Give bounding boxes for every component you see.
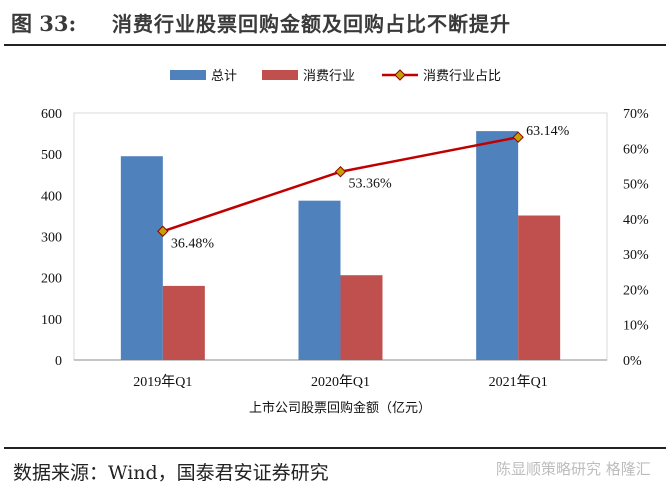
bar-total — [298, 200, 341, 360]
ratio-data-label: 63.14% — [526, 124, 570, 139]
bar-consumer — [340, 275, 383, 360]
y-axis-left: 0 100 200 300 400 500 600 — [41, 107, 62, 369]
y2-tick-label: 0% — [623, 354, 642, 369]
legend-label: 消费行业占比 — [423, 69, 501, 84]
y2-tick-label: 60% — [623, 142, 649, 157]
legend-label: 消费行业 — [303, 69, 355, 84]
bars-group — [120, 131, 561, 360]
y-tick-label: 600 — [41, 107, 62, 122]
watermark: 陈显顺策略研究 格隆汇 — [496, 460, 651, 478]
y2-tick-label: 10% — [623, 319, 649, 334]
legend-swatch-total — [170, 70, 206, 80]
y2-tick-label: 70% — [623, 107, 649, 122]
y2-tick-label: 30% — [623, 248, 649, 263]
y-tick-label: 300 — [41, 231, 62, 246]
y-axis-right: 0% 10% 20% 30% 40% 50% 60% 70% — [623, 107, 649, 369]
y-tick-label: 100 — [41, 313, 62, 328]
x-axis-title: 上市公司股票回购金额（亿元） — [249, 400, 431, 416]
bar-consumer — [518, 215, 561, 360]
y-tick-label: 200 — [41, 272, 62, 287]
bar-total — [120, 156, 163, 360]
legend: 总计 消费行业 消费行业占比 — [170, 69, 501, 84]
x-category-label: 2020年Q1 — [311, 374, 370, 390]
x-axis-categories: 2019年Q1 2020年Q1 2021年Q1 — [133, 374, 547, 390]
ratio-data-label: 53.36% — [349, 177, 393, 192]
bar-total — [476, 131, 519, 360]
ratio-marker — [157, 225, 169, 237]
y-tick-label: 0 — [55, 354, 62, 369]
ratio-line-group: 36.48% 53.36% 63.14% — [157, 124, 570, 251]
ratio-marker — [512, 131, 524, 143]
y-tick-label: 500 — [41, 148, 62, 163]
legend-swatch-consumer — [262, 70, 298, 80]
top-rule — [4, 44, 666, 46]
x-category-label: 2021年Q1 — [489, 374, 548, 390]
y2-tick-label: 50% — [623, 178, 649, 193]
figure-header: 图 33: 消费行业股票回购金额及回购占比不断提升 — [0, 0, 670, 40]
y2-tick-label: 20% — [623, 283, 649, 298]
legend-swatch-ratio-marker — [394, 69, 406, 81]
figure-number: 图 33: — [11, 11, 77, 36]
y-tick-label: 400 — [41, 189, 62, 204]
ratio-marker — [334, 166, 347, 178]
source-note: 数据来源：Wind，国泰君安证券研究 — [13, 462, 329, 484]
bottom-rule — [4, 447, 666, 449]
bar-consumer — [162, 285, 205, 360]
legend-label: 总计 — [211, 69, 237, 84]
x-category-label: 2019年Q1 — [133, 374, 192, 390]
figure-title: 消费行业股票回购金额及回购占比不断提升 — [112, 12, 511, 36]
ratio-data-label: 36.48% — [171, 236, 215, 251]
y2-tick-label: 40% — [623, 213, 649, 228]
